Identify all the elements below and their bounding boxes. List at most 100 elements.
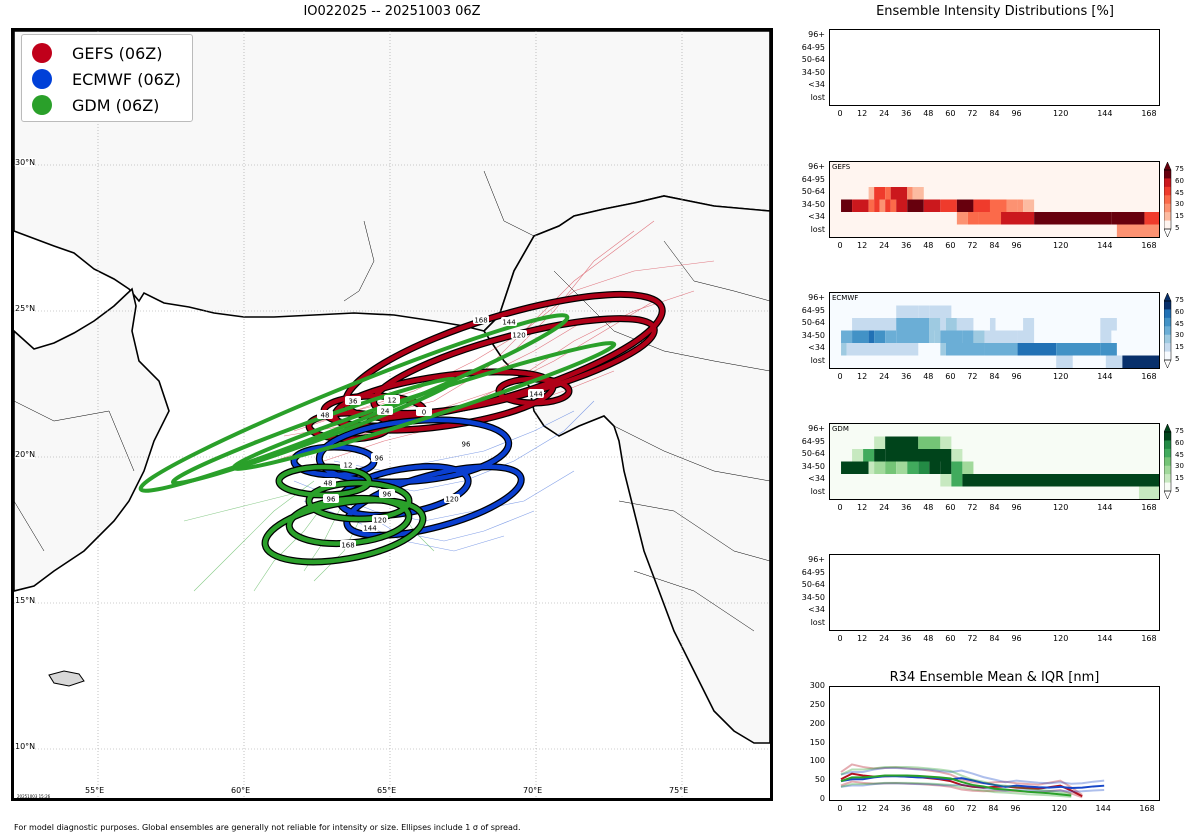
x-tick-label: 24 xyxy=(879,241,890,250)
heatmap-canvas xyxy=(830,424,1159,499)
heatmap-cell xyxy=(1138,486,1159,499)
heatmap-cell xyxy=(956,199,974,212)
colorbar-segment xyxy=(1164,334,1171,344)
gefs-hour-label-bg xyxy=(317,410,333,419)
colorbar-segment xyxy=(1164,301,1171,310)
x-tick-label: 120 xyxy=(1053,241,1069,250)
x-tick-label: 144 xyxy=(1097,109,1113,118)
r34-y-tick-label: 0 xyxy=(819,794,825,803)
heatmap-cell xyxy=(951,449,963,462)
gdm-mean-line xyxy=(840,774,1072,797)
gdm-hour-label-bg xyxy=(362,523,378,532)
colorbar-tick-label: 60 xyxy=(1175,176,1184,185)
x-tick-label: 24 xyxy=(879,503,890,512)
lat-label-20n: 20°N xyxy=(15,450,36,459)
colorbar-max-arrow xyxy=(1164,161,1172,171)
colorbar xyxy=(1164,161,1172,238)
y-tick-label: lost xyxy=(810,92,825,102)
heatmap-cell xyxy=(940,343,946,356)
colorbar xyxy=(1164,423,1172,500)
colorbar-tick-label: 60 xyxy=(1175,307,1184,316)
ecmwf-marker-icon xyxy=(32,69,52,89)
heatmap-cell xyxy=(1023,199,1035,212)
heatmap-cell xyxy=(1100,318,1117,331)
gefs-marker-icon xyxy=(32,43,52,63)
heatmap-cell xyxy=(1056,355,1073,368)
colorbar-border xyxy=(1164,169,1172,230)
heatmap-cell xyxy=(907,187,913,200)
gefs-hour-label: 36 xyxy=(349,398,358,406)
heatmap-cell xyxy=(885,199,891,212)
heatmap-cell xyxy=(1116,224,1159,237)
x-tick-label: 60 xyxy=(945,503,956,512)
colorbar-tick-label: 75 xyxy=(1175,427,1184,435)
x-tick-label: 0 xyxy=(837,634,843,643)
heatmap-cell xyxy=(841,343,847,356)
x-tick-label: 144 xyxy=(1097,241,1113,250)
y-tick-label: 50-64 xyxy=(801,449,825,459)
colorbar-segment xyxy=(1164,351,1171,361)
heatmap-cell xyxy=(929,318,941,331)
heatmap-cell xyxy=(841,199,853,212)
gefs-hour-label: 120 xyxy=(512,332,525,340)
gefs-hour-label-bg xyxy=(345,396,361,405)
panel-model-label: ECMWF xyxy=(832,294,859,302)
heatmap-cell xyxy=(879,199,886,212)
ecmwf-hour-label: 120 xyxy=(445,496,458,504)
x-tick-label: 168 xyxy=(1141,634,1157,643)
y-tick-label: 64-95 xyxy=(801,567,825,577)
y-tick-label: 96+ xyxy=(808,162,825,172)
x-tick-label: 12 xyxy=(857,109,868,118)
heatmap-cell xyxy=(846,343,919,356)
heatmap-cell xyxy=(918,461,930,474)
heatmap-cell xyxy=(1017,330,1035,343)
r34-x-tick-label: 48 xyxy=(922,804,933,813)
x-tick-label: 12 xyxy=(857,241,868,250)
track-map[interactable]: 168 144 120 144 36 24 12 48 0 96 96 96 120 12 96 120 144… xyxy=(11,28,773,801)
heatmap-cell xyxy=(918,305,930,318)
ecmwf-hour-label-bg xyxy=(458,439,474,448)
heatmap-cell xyxy=(1023,318,1035,331)
heatmap-canvas xyxy=(830,293,1159,368)
heatmap-cell xyxy=(940,330,963,343)
heatmap-cell xyxy=(995,343,1018,356)
lon-label-70e: 70°E xyxy=(523,786,543,795)
lat-label-10n: 10°N xyxy=(15,742,36,751)
x-tick-label: 0 xyxy=(837,241,843,250)
heatmap-cell xyxy=(978,212,1002,225)
x-tick-label: 120 xyxy=(1053,109,1069,118)
colorbar-border xyxy=(1164,431,1172,492)
y-tick-label: 50-64 xyxy=(801,187,825,197)
y-tick-label: 64-95 xyxy=(801,174,825,184)
colorbar-tick-label: 30 xyxy=(1175,331,1184,340)
colorbar-segment xyxy=(1164,343,1171,353)
gdm-hour-label: 96 xyxy=(327,496,336,504)
intensity-panel-gefs: GEFS xyxy=(829,161,1160,238)
gefs-hour-label: 48 xyxy=(321,412,330,420)
heatmap-cell xyxy=(890,199,897,212)
heatmap-cell xyxy=(874,461,886,474)
y-tick-label: 64-95 xyxy=(801,42,825,52)
x-tick-label: 60 xyxy=(945,241,956,250)
colorbar-min-arrow xyxy=(1164,228,1172,238)
heatmap-cell xyxy=(940,474,952,487)
heatmap-cell xyxy=(929,461,941,474)
x-tick-label: 96 xyxy=(1011,372,1022,381)
heatmap-cell xyxy=(940,436,952,449)
x-tick-label: 72 xyxy=(967,634,978,643)
heatmap-cell xyxy=(885,436,919,449)
heatmap-cell xyxy=(907,461,919,474)
gefs-hour-label-bg xyxy=(511,330,527,339)
x-tick-label: 12 xyxy=(857,634,868,643)
r34-x-tick-label: 24 xyxy=(878,804,889,813)
y-tick-label: 34-50 xyxy=(801,67,825,77)
intensity-title: Ensemble Intensity Distributions [%] xyxy=(876,4,1114,19)
heatmap-cell xyxy=(868,199,875,212)
x-tick-label: 36 xyxy=(901,372,912,381)
heatmap-cell xyxy=(874,187,886,200)
ecmwf-iqr-line xyxy=(840,766,1105,785)
heatmap-cell xyxy=(868,461,875,474)
x-tick-label: 36 xyxy=(901,634,912,643)
heatmap-cell xyxy=(962,461,974,474)
